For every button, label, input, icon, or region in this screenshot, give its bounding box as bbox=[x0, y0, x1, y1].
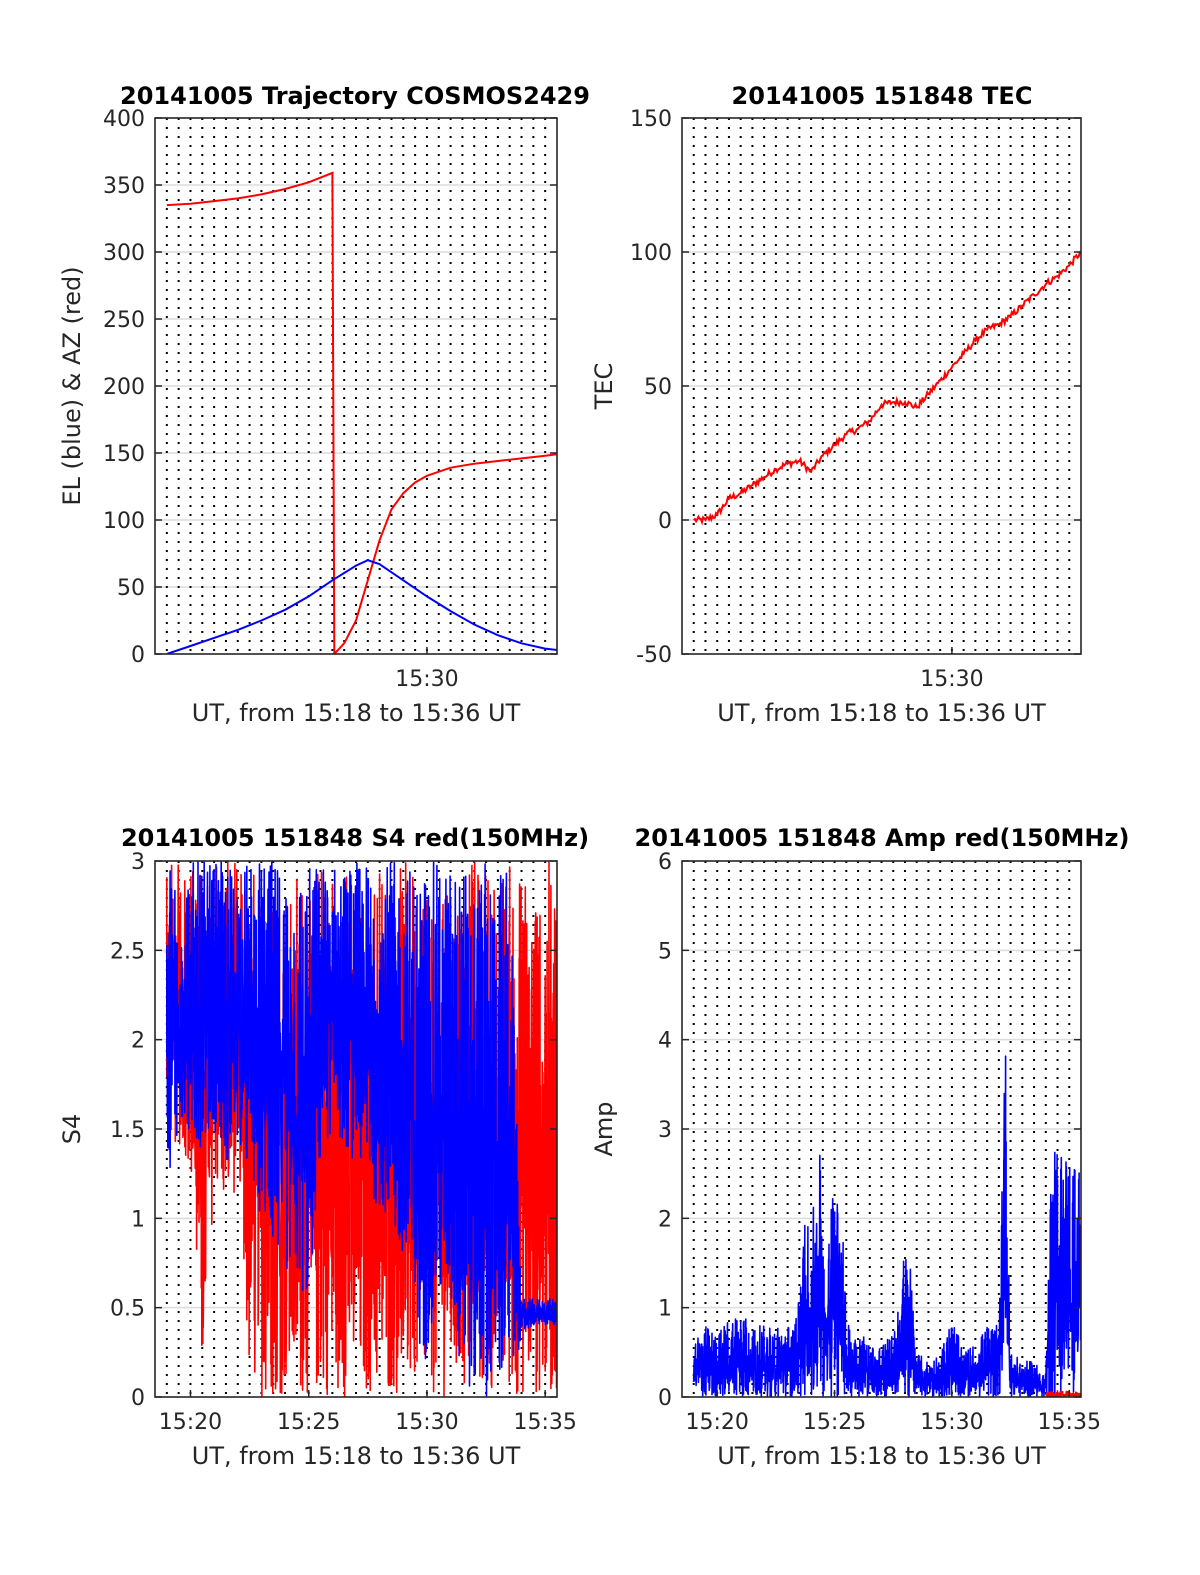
s4-x-tick-label: 15:20 bbox=[159, 1410, 222, 1435]
amp-x-tick-label: 15:25 bbox=[803, 1410, 866, 1435]
trajectory-title: 20141005 Trajectory COSMOS2429 bbox=[120, 82, 590, 110]
amp-y-tick-label: 5 bbox=[658, 939, 672, 964]
tec-title: 20141005 151848 TEC bbox=[732, 82, 1033, 110]
amp-y-tick-label: 4 bbox=[658, 1029, 672, 1054]
tec-y-tick-label: 50 bbox=[644, 375, 672, 400]
trajectory-series-blue-line bbox=[166, 559, 557, 654]
amp-x-axis-label: UT, from 15:18 to 15:36 UT bbox=[717, 1442, 1046, 1470]
amp-panel: 0 1 2 3 4 5 6 15:20 15:25 15:30 15:35 20141005 151… bbox=[590, 824, 1129, 1470]
trajectory-y-tick-label: 250 bbox=[103, 308, 145, 333]
s4-y-tick-label: 1.5 bbox=[110, 1118, 145, 1143]
tec-series-red-line bbox=[693, 251, 1081, 526]
tec-panel: -50 0 50 100 150 15:30 20141005 151848 TEC UT… bbox=[590, 82, 1082, 727]
trajectory-x-tick-label: 15:30 bbox=[395, 667, 458, 692]
trajectory-x-axis-label: UT, from 15:18 to 15:36 UT bbox=[192, 699, 521, 727]
trajectory-y-tick-label: 150 bbox=[103, 442, 145, 467]
tec-x-axis-label: UT, from 15:18 to 15:36 UT bbox=[717, 699, 1046, 727]
s4-series-red-trace bbox=[166, 861, 557, 1397]
amp-y-tick-label: 2 bbox=[658, 1207, 672, 1232]
s4-y-tick-label: 0.5 bbox=[110, 1297, 145, 1322]
trajectory-panel: 0 50 100 150 200 250 300 350 400 15:30 20141005 T… bbox=[58, 82, 590, 727]
trajectory-y-tick-label: 0 bbox=[131, 643, 145, 668]
tec-x-tick-label: 15:30 bbox=[920, 667, 983, 692]
tec-y-tick-label: 100 bbox=[630, 241, 672, 266]
s4-panel: 0 0.5 1 1.5 2 2.5 3 15:20 15:25 15:30 15:35 201410… bbox=[58, 824, 589, 1470]
tec-y-tick-label: -50 bbox=[636, 643, 672, 668]
s4-x-tick-label: 15:25 bbox=[277, 1410, 340, 1435]
trajectory-y-tick-label: 50 bbox=[117, 576, 145, 601]
tec-y-axis-label: TEC bbox=[590, 363, 618, 411]
s4-y-tick-label: 0 bbox=[131, 1386, 145, 1411]
amp-series-blue-trace bbox=[692, 1055, 1081, 1397]
trajectory-series-red-line bbox=[166, 171, 557, 654]
s4-title: 20141005 151848 S4 red(150MHz) bbox=[121, 824, 589, 852]
s4-series-blue-trace bbox=[166, 861, 557, 1397]
trajectory-y-axis-label: EL (blue) & AZ (red) bbox=[58, 266, 86, 505]
amp-y-tick-label: 0 bbox=[658, 1386, 672, 1411]
amp-y-tick-label: 3 bbox=[658, 1118, 672, 1143]
amp-x-tick-label: 15:30 bbox=[920, 1410, 983, 1435]
amp-x-tick-label: 15:20 bbox=[686, 1410, 749, 1435]
trajectory-y-tick-label: 300 bbox=[103, 241, 145, 266]
tec-y-tick-label: 0 bbox=[658, 509, 672, 534]
amp-y-tick-label: 6 bbox=[658, 850, 672, 875]
s4-y-tick-label: 1 bbox=[131, 1207, 145, 1232]
s4-y-tick-label: 2.5 bbox=[110, 939, 145, 964]
s4-x-tick-label: 15:35 bbox=[513, 1410, 576, 1435]
trajectory-y-tick-label: 200 bbox=[103, 375, 145, 400]
amp-y-axis-label: Amp bbox=[590, 1101, 618, 1156]
amp-x-tick-label: 15:35 bbox=[1038, 1410, 1101, 1435]
trajectory-y-tick-label: 400 bbox=[103, 107, 145, 132]
amp-y-tick-label: 1 bbox=[658, 1297, 672, 1322]
s4-x-axis-label: UT, from 15:18 to 15:36 UT bbox=[192, 1442, 521, 1470]
trajectory-y-tick-label: 100 bbox=[103, 509, 145, 534]
amp-title: 20141005 151848 Amp red(150MHz) bbox=[635, 824, 1130, 852]
s4-y-tick-label: 3 bbox=[131, 850, 145, 875]
s4-y-tick-label: 2 bbox=[131, 1029, 145, 1054]
s4-x-tick-label: 15:30 bbox=[395, 1410, 458, 1435]
amp-series-red-trace bbox=[1045, 1390, 1081, 1397]
trajectory-y-tick-label: 350 bbox=[103, 174, 145, 199]
s4-y-axis-label: S4 bbox=[58, 1114, 86, 1145]
tec-y-tick-label: 150 bbox=[630, 107, 672, 132]
